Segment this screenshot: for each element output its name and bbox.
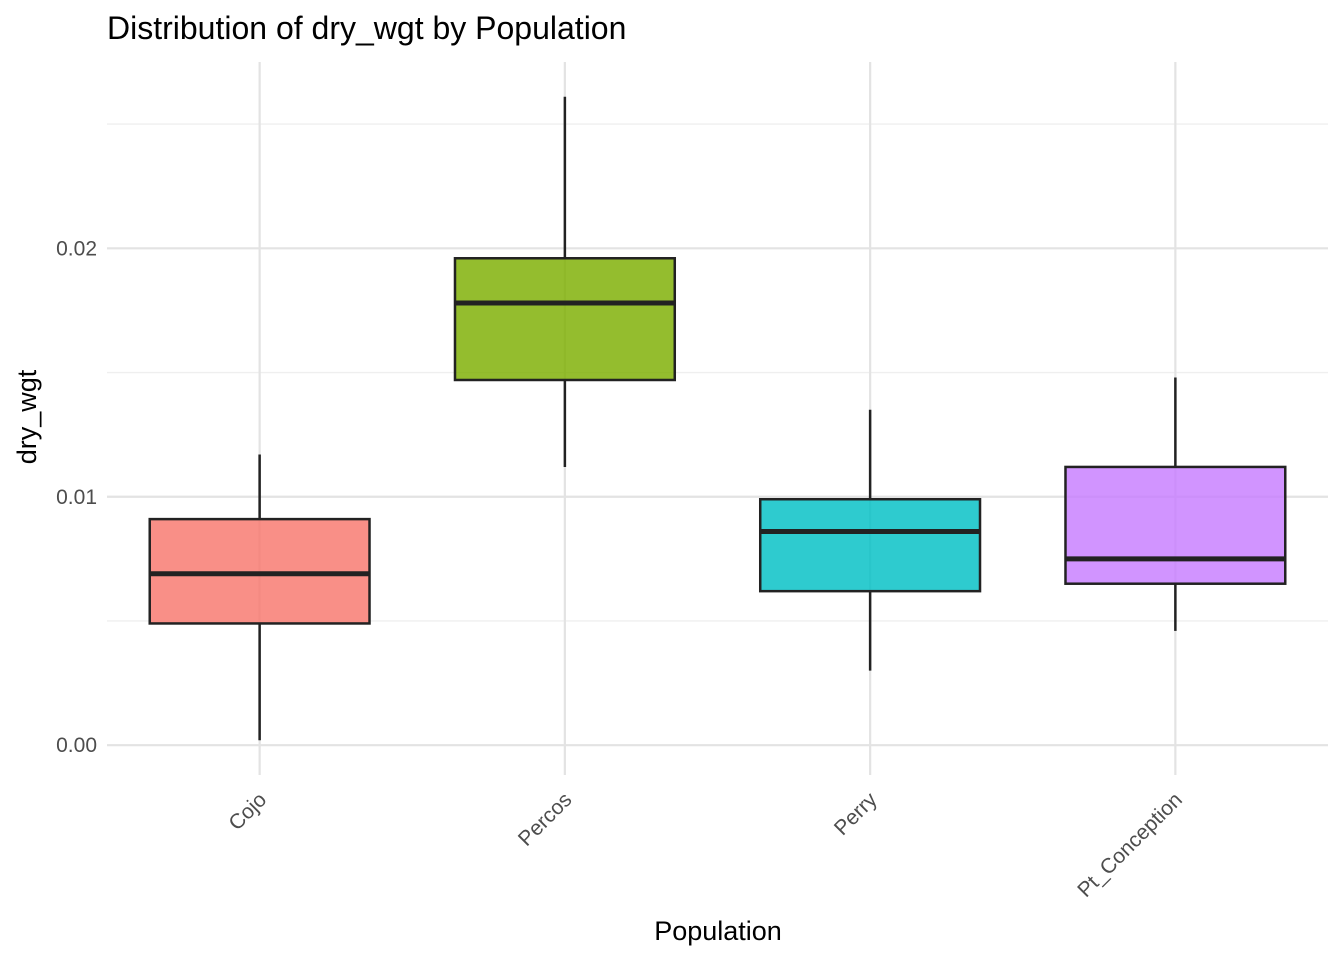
box-percos (453, 96, 677, 467)
box-iqr (1064, 465, 1287, 585)
x-tick-label: Cojo (224, 788, 271, 835)
box-iqr (758, 497, 982, 593)
y-axis-title: dry_wgt (12, 369, 42, 464)
x-tick-label: Perry (830, 788, 882, 840)
box-iqr (453, 257, 677, 382)
box-cojo (148, 454, 371, 741)
y-tick-label: 0.02 (56, 237, 97, 260)
boxes-layer (148, 96, 1287, 741)
x-axis-title: Population (654, 916, 782, 946)
x-tick-label: Pt_Conception (1073, 788, 1187, 902)
grid-layer (107, 62, 1328, 775)
box-perry (758, 409, 982, 671)
chart-title: Distribution of dry_wgt by Population (107, 10, 626, 46)
y-tick-label: 0.00 (56, 734, 97, 757)
box-pt-conception (1064, 377, 1287, 631)
y-tick-label: 0.01 (56, 486, 97, 509)
x-tick-label: Percos (514, 788, 576, 850)
